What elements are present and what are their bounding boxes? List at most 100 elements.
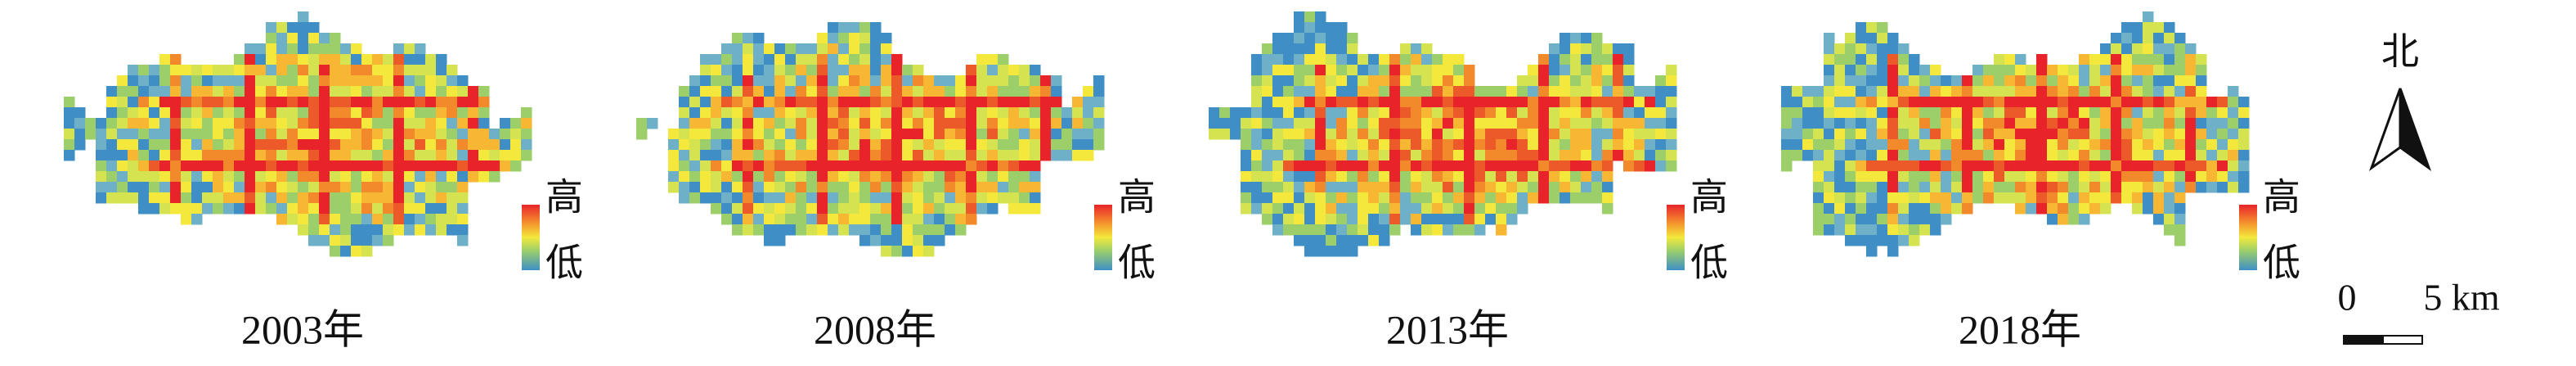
map-cell	[436, 54, 447, 66]
map-cell	[255, 86, 267, 97]
map-cell	[1030, 203, 1041, 215]
map-cell	[1432, 97, 1443, 108]
map-cell	[425, 107, 437, 119]
map-cell	[191, 171, 203, 183]
map-cell	[468, 150, 479, 161]
map-cell	[383, 65, 394, 76]
map-cell	[817, 86, 828, 97]
map-cell	[191, 139, 203, 151]
map-cell	[1570, 129, 1582, 140]
map-cell	[1443, 171, 1454, 183]
map-cell	[1368, 214, 1380, 225]
map-cell	[1919, 86, 1931, 97]
map-cell	[668, 150, 680, 161]
map-cell	[2164, 139, 2175, 151]
map-cell	[1994, 160, 2005, 172]
map-cell	[1909, 54, 1920, 66]
map-cell	[1008, 107, 1020, 119]
map-cell	[689, 192, 701, 204]
map-cell	[170, 107, 182, 119]
map-cell	[202, 65, 213, 76]
map-cell	[1326, 118, 1337, 129]
map-cell	[1549, 182, 1560, 193]
map-cell	[998, 192, 1009, 204]
map-cell	[2143, 22, 2154, 34]
map-cell	[2058, 118, 2069, 129]
map-cell	[1272, 75, 1284, 87]
map-cell	[1443, 203, 1454, 215]
map-cell	[159, 150, 171, 161]
map-cell	[1315, 129, 1326, 140]
map-cell	[1898, 192, 1910, 204]
map-cell	[1517, 139, 1528, 151]
map-cell	[1570, 150, 1582, 161]
map-cell	[245, 160, 256, 172]
map-cell	[1581, 54, 1592, 66]
map-cell	[351, 203, 362, 215]
map-cell	[1072, 118, 1084, 129]
map-cell	[1326, 129, 1337, 140]
map-cell	[2238, 129, 2250, 140]
map-cell	[276, 192, 288, 204]
map-cell	[213, 150, 224, 161]
map-cell	[2153, 43, 2165, 55]
map-cell	[1389, 150, 1401, 161]
map-cell	[415, 129, 426, 140]
map-cell	[2217, 139, 2228, 151]
map-cell	[945, 214, 956, 225]
map-cell	[1581, 129, 1592, 140]
map-cell	[1283, 192, 1295, 204]
map-cell	[436, 75, 447, 87]
map-cell	[159, 171, 171, 183]
map-cell	[521, 107, 532, 119]
map-cell	[2143, 43, 2154, 55]
map-cell	[191, 182, 203, 193]
map-cell	[1845, 86, 1856, 97]
map-cell	[425, 160, 437, 172]
map-cell	[891, 86, 903, 97]
map-cell	[1400, 160, 1411, 172]
map-cell	[393, 86, 405, 97]
map-cell	[774, 54, 786, 66]
map-cell	[2164, 43, 2175, 55]
map-cell	[117, 192, 128, 204]
map-cell	[287, 118, 298, 129]
map-cell	[245, 139, 256, 151]
map-cell	[202, 129, 213, 140]
map-cell	[721, 65, 733, 76]
map-cell	[159, 75, 171, 87]
map-cell	[1645, 107, 1656, 119]
map-cell	[1909, 65, 1920, 76]
map-cell	[668, 129, 680, 140]
map-cell	[753, 192, 765, 204]
map-cell	[1834, 43, 1846, 55]
map-cell	[1358, 203, 1369, 215]
map-cell	[1962, 160, 1973, 172]
map-cell	[255, 150, 267, 161]
map-cell	[457, 129, 469, 140]
map-cell	[2015, 150, 2026, 161]
map-cell	[1549, 139, 1560, 151]
map-cell	[1856, 54, 1867, 66]
map-cell	[902, 75, 913, 87]
map-cell	[1581, 171, 1592, 183]
map-cell	[361, 182, 373, 193]
map-cell	[1623, 75, 1635, 87]
map-cell	[2143, 182, 2154, 193]
map-cell	[1877, 54, 1888, 66]
map-cell	[1856, 171, 1867, 183]
map-cell	[1560, 107, 1571, 119]
map-cell	[351, 97, 362, 108]
map-cell	[881, 246, 892, 257]
map-cell	[1262, 75, 1273, 87]
map-cell	[1887, 171, 1899, 183]
map-cell	[308, 43, 320, 55]
map-cell	[298, 65, 309, 76]
map-cell	[1304, 33, 1316, 44]
map-cell	[1358, 54, 1369, 66]
map-cell	[2164, 65, 2175, 76]
map-cell	[1898, 129, 1910, 140]
map-cell	[1538, 65, 1550, 76]
map-cell	[1336, 75, 1348, 87]
map-cell	[351, 224, 362, 236]
